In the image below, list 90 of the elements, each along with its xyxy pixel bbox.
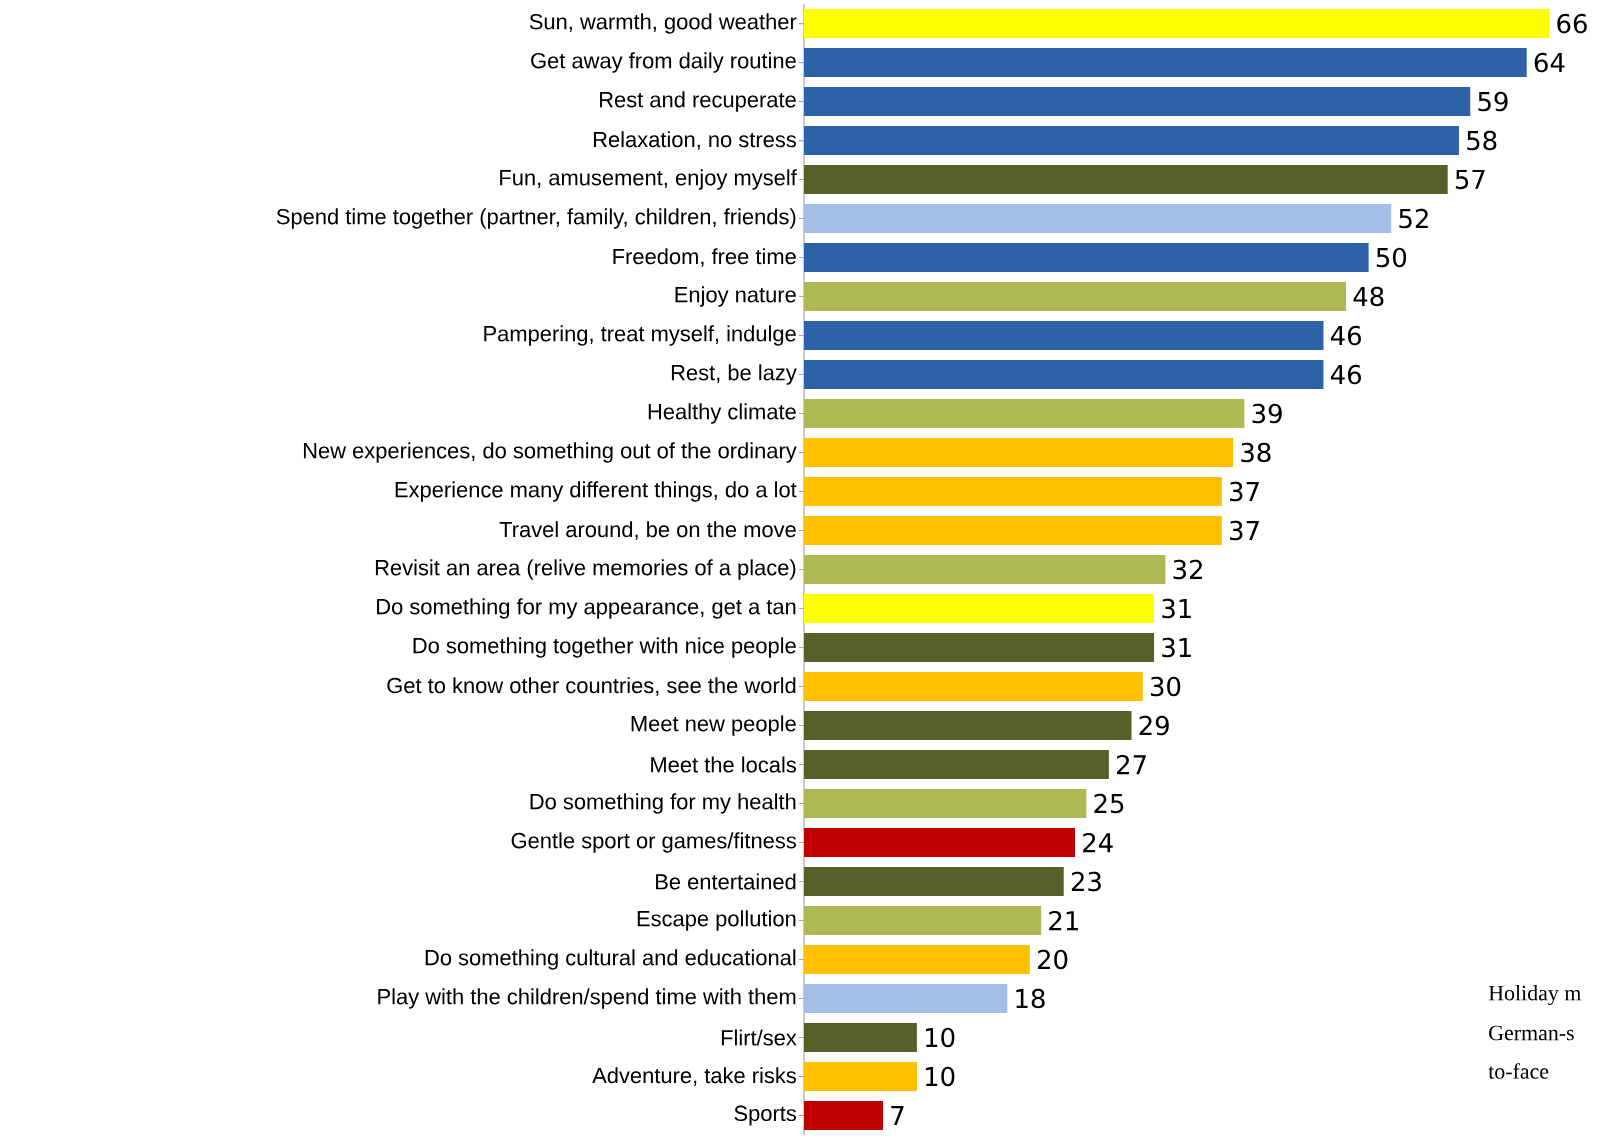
y-tick-label: New experiences, do something out of the ordinary: [303, 442, 797, 463]
bar: [804, 438, 1234, 468]
bar: [804, 867, 1064, 897]
bar: [804, 750, 1109, 780]
bar: [804, 711, 1132, 741]
y-tick-label: Do something for my appearance, get a tan: [377, 598, 796, 619]
y-tick-label: Do something for my health: [530, 793, 796, 814]
bar: [804, 555, 1166, 585]
data-label: 21: [1049, 910, 1078, 931]
bar: [804, 1101, 884, 1131]
bar: [804, 984, 1008, 1014]
bar: [804, 1023, 917, 1053]
bar: [804, 1062, 917, 1092]
y-tick-label: Freedom, free time: [613, 248, 796, 267]
data-label: 39: [1252, 403, 1282, 424]
bar: [804, 321, 1324, 351]
data-label: 66: [1557, 13, 1587, 34]
y-tick-label: Do something together with nice people: [413, 637, 796, 658]
data-label: 50: [1376, 247, 1407, 268]
data-label: 46: [1330, 364, 1361, 385]
data-label: 57: [1455, 169, 1485, 190]
data-label: 37: [1230, 520, 1259, 541]
bar: [804, 87, 1471, 117]
data-label: 29: [1139, 715, 1169, 736]
data-label: 52: [1399, 208, 1428, 229]
bar: [804, 165, 1448, 195]
data-label: 37: [1230, 481, 1259, 502]
data-label: 38: [1241, 442, 1271, 463]
y-tick-label: Be entertained: [656, 873, 796, 890]
annotation: Holiday m: [1488, 985, 1582, 1005]
y-tick-label: Meet new people: [631, 715, 796, 736]
bar: [804, 633, 1155, 663]
bar: [804, 282, 1347, 312]
y-tick-label: Experience many different things, do a lot: [395, 481, 797, 502]
y-tick-label: Adventure, take risks: [592, 1067, 796, 1086]
data-label: 46: [1330, 325, 1361, 346]
bar: [804, 243, 1369, 273]
bar: [804, 672, 1143, 702]
annotation: German-s: [1489, 1025, 1574, 1041]
y-tick-label: Rest and recuperate: [600, 91, 796, 112]
y-tick-label: Gentle sport or games/fitness: [511, 832, 796, 853]
annotation: to-face: [1488, 1063, 1549, 1079]
data-label: 10: [925, 1066, 955, 1087]
y-tick-label: Healthy climate: [648, 403, 796, 424]
data-label: 7: [891, 1106, 904, 1125]
data-label: 59: [1478, 91, 1508, 112]
y-tick-label: Play with the children/spend time with them: [378, 988, 796, 1009]
y-tick-label: Flirt/sex: [721, 1029, 797, 1046]
y-tick-label: Fun, amusement, enjoy myself: [500, 169, 797, 190]
y-tick-label: Rest, be lazy: [671, 364, 797, 385]
y-tick-label: Escape pollution: [637, 910, 796, 931]
data-label: 18: [1016, 988, 1045, 1009]
y-tick-label: Enjoy nature: [675, 286, 796, 307]
data-label: 64: [1534, 52, 1565, 73]
bar: [804, 399, 1245, 429]
y-tick-label: Meet the locals: [651, 756, 796, 773]
data-label: 31: [1162, 637, 1191, 658]
bar: [804, 594, 1155, 624]
data-label: 24: [1083, 832, 1113, 853]
y-tick-label: Sports: [734, 1105, 797, 1126]
bar: [804, 945, 1030, 975]
y-tick-label: Do something cultural and educational: [425, 949, 796, 970]
bar: [804, 906, 1042, 936]
bar: [804, 477, 1222, 507]
data-label: 23: [1071, 871, 1101, 892]
data-label: 27: [1117, 754, 1146, 775]
bar: [804, 360, 1324, 390]
data-label: 25: [1094, 793, 1124, 814]
data-label: 30: [1150, 676, 1181, 697]
bar: [804, 789, 1087, 819]
bar: [804, 126, 1459, 156]
y-tick-label: Sun, warmth, good weather: [529, 13, 797, 34]
y-tick-label: Get away from daily routine: [531, 52, 796, 73]
bar: [804, 9, 1550, 39]
y-tick-label: Spend time together (partner, family, children, friends): [276, 208, 796, 229]
y-tick-label: Relaxation, no stress: [593, 131, 796, 150]
data-label: 32: [1173, 559, 1202, 580]
y-tick-label: Travel around, be on the move: [499, 521, 796, 540]
bar: [804, 516, 1222, 546]
data-label: 48: [1353, 286, 1384, 307]
bar: [804, 204, 1392, 234]
bar: [804, 828, 1076, 858]
data-label: 58: [1467, 130, 1497, 151]
data-label: 10: [925, 1027, 955, 1048]
y-tick-label: Get to know other countries, see the world: [387, 677, 796, 696]
data-label: 20: [1037, 949, 1068, 970]
data-label: 31: [1162, 598, 1191, 619]
y-tick-label: Pampering, treat myself, indulge: [484, 325, 796, 346]
bar: [804, 48, 1527, 78]
y-tick-label: Revisit an area (relive memories of a place): [375, 559, 796, 580]
